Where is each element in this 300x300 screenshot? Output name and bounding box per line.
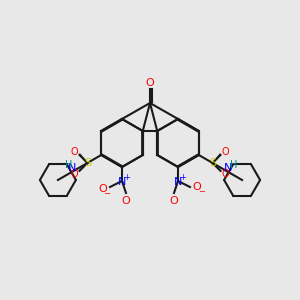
Text: −: − bbox=[103, 190, 110, 199]
Text: H: H bbox=[64, 160, 72, 170]
Text: N: N bbox=[118, 177, 126, 187]
Text: −: − bbox=[199, 188, 206, 196]
Text: O: O bbox=[169, 196, 178, 206]
Text: S: S bbox=[209, 158, 216, 168]
Text: N: N bbox=[68, 163, 76, 173]
Text: O: O bbox=[146, 78, 154, 88]
Text: O: O bbox=[70, 147, 78, 157]
Text: O: O bbox=[222, 169, 230, 179]
Text: O: O bbox=[222, 147, 230, 157]
Text: O: O bbox=[99, 184, 107, 194]
Text: H: H bbox=[230, 160, 238, 170]
Text: +: + bbox=[180, 173, 186, 182]
Text: N: N bbox=[224, 163, 232, 173]
Text: O: O bbox=[70, 169, 78, 179]
Text: O: O bbox=[122, 196, 130, 206]
Text: S: S bbox=[84, 158, 91, 168]
Text: N: N bbox=[174, 177, 182, 187]
Text: +: + bbox=[124, 173, 130, 182]
Text: O: O bbox=[193, 182, 201, 192]
